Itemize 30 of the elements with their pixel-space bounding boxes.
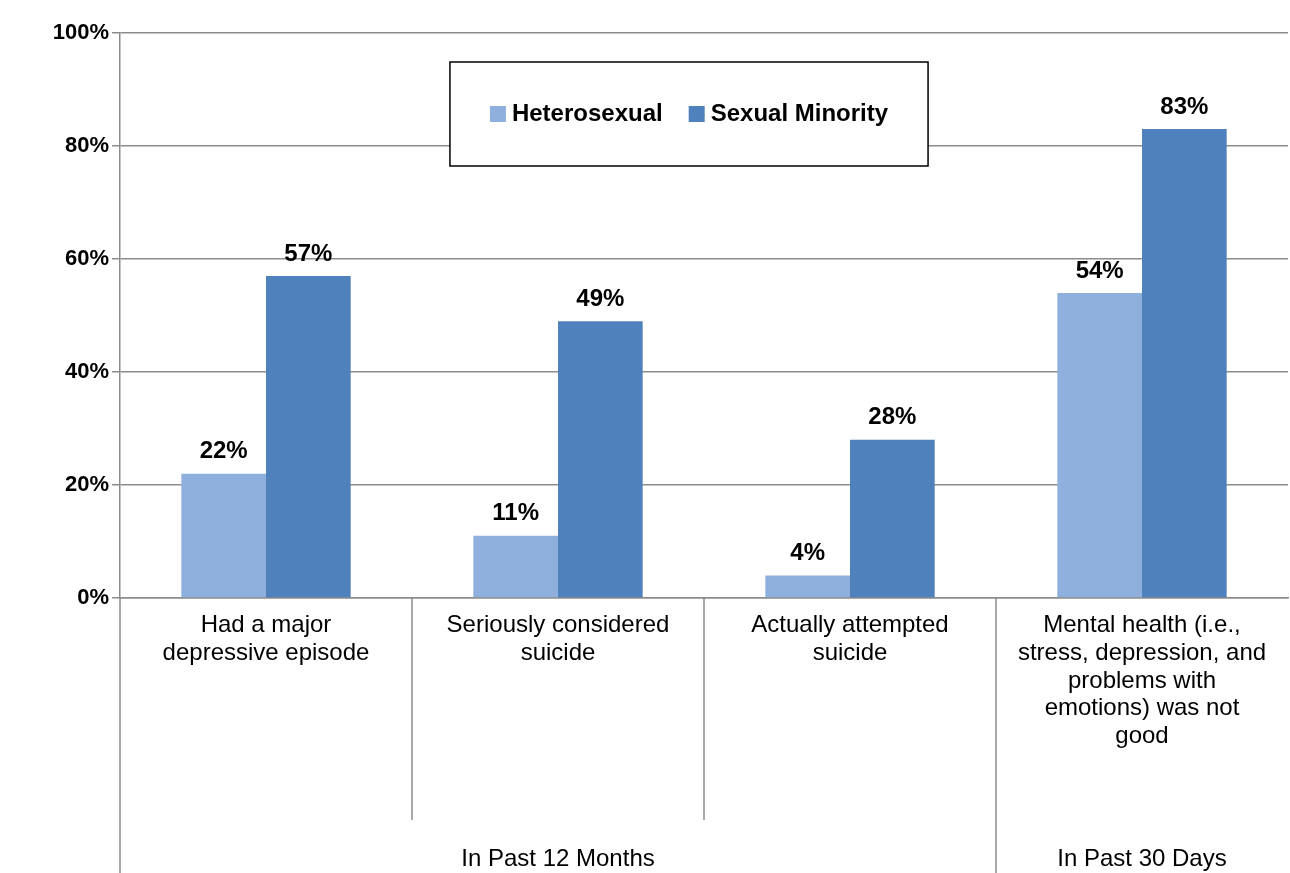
y-tick-label: 100% [52,19,109,45]
data-label: 4% [790,538,825,566]
data-label: 11% [492,498,540,526]
bar [850,439,935,598]
x-tick-label: Had a major depressive episode [162,610,370,666]
data-label: 22% [199,436,248,464]
text: In Past 12 Months [461,843,655,871]
y-tick-label: 60% [64,245,109,271]
x-tick-label: Seriously considered suicide [446,610,670,666]
data-label: 49% [576,283,625,311]
bar [1142,129,1227,598]
bar [1057,292,1142,598]
legend-label: Sexual Minority [710,98,889,126]
data-label: 83% [1160,91,1209,119]
y-tick-label: 80% [64,132,109,158]
x-tick-label: Actually attempted suicide [751,610,949,666]
y-tick-label: 20% [64,471,109,497]
bar [181,473,266,598]
bar [473,535,558,598]
bar [558,321,643,598]
text: In Past 30 Days [1057,843,1227,871]
y-tick-label: 0% [77,584,109,610]
data-label: 28% [868,402,917,430]
legend-label: Heterosexual [511,98,663,126]
x-tick-label: Mental health (i.e., stress, depression, and problems with emotions) was not good [1017,610,1267,748]
y-tick-label: 40% [64,358,109,384]
bar [266,275,351,598]
data-label: 57% [284,238,333,266]
data-label: 54% [1075,255,1124,283]
bar [765,575,850,598]
